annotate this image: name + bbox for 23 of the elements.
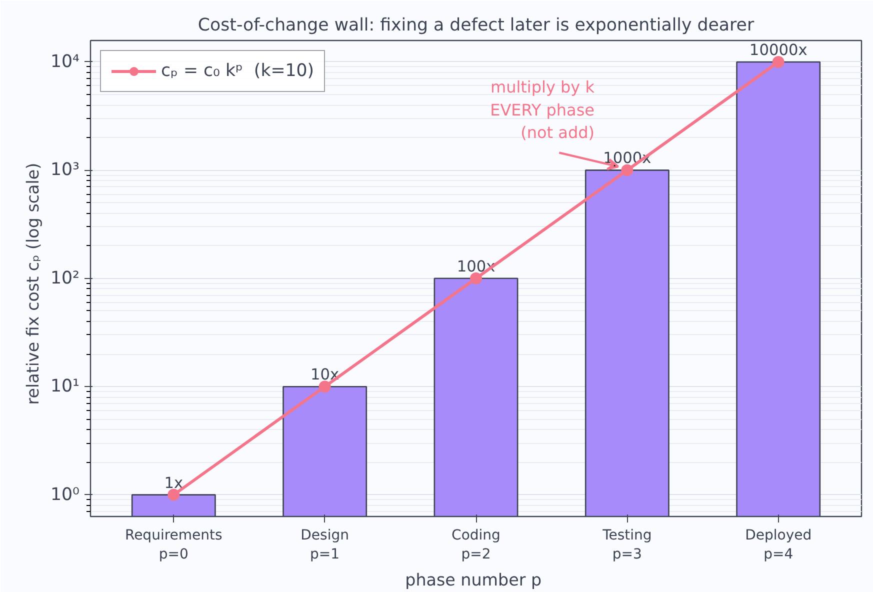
point	[318, 380, 331, 393]
x-tick-label: Coding p=2	[452, 528, 500, 563]
point	[772, 56, 784, 68]
y-tick-label: 10²	[50, 268, 80, 288]
legend-label: cₚ = c₀ kᵖ (k=10)	[161, 61, 314, 81]
annotation: multiply by k EVERY phase (not add)	[490, 78, 596, 142]
x-axis-title: phase number p	[405, 570, 542, 590]
x-tick-label: Deployed p=4	[745, 528, 812, 563]
y-tick-label: 10⁴	[50, 52, 80, 72]
y-tick-label: 10¹	[50, 376, 80, 397]
chart-title: Cost-of-change wall: fixing a defect later is exponentially dearer	[198, 16, 755, 36]
y-tick-label: 10³	[50, 160, 80, 180]
x-tick-label: Design p=1	[300, 528, 349, 563]
data-label: 1x	[164, 474, 184, 492]
point	[621, 164, 634, 176]
data-label: 10x	[310, 366, 340, 384]
point	[470, 272, 482, 284]
y-axis-title: relative fix cost cₚ (log scale)	[24, 162, 43, 405]
point	[168, 488, 180, 501]
data-label: 10000x	[749, 40, 808, 59]
x-tick-label: Requirements p=0	[124, 528, 222, 563]
x-tick-label: Testing p=3	[602, 528, 652, 563]
y-tick-label: 10⁰	[50, 484, 80, 505]
